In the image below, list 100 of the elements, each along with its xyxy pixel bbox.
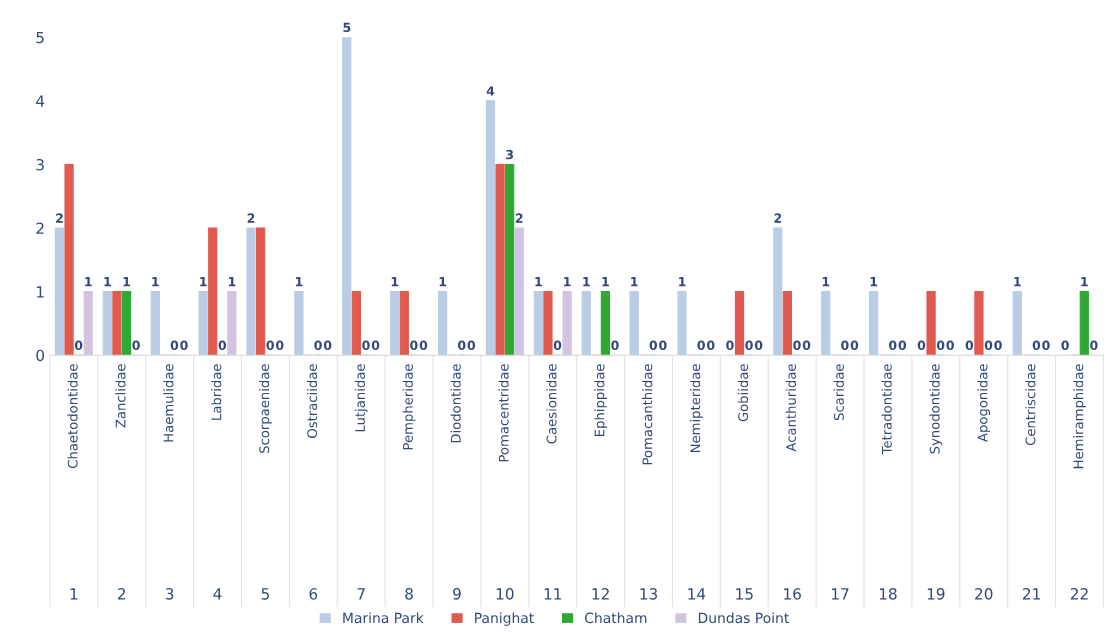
data-label: 2 (515, 213, 523, 223)
data-label: 1 (439, 277, 447, 287)
data-label: 0 (936, 340, 945, 350)
x-tick-label: Pempheridae (402, 364, 416, 450)
data-label: 0 (371, 340, 380, 350)
data-label: 0 (1042, 340, 1050, 350)
data-label: 0 (994, 340, 1002, 350)
data-label: 0 (802, 340, 811, 350)
x-tick-label: Zanclidae (115, 364, 126, 428)
text: 8 (405, 588, 413, 600)
data-label: 0 (611, 340, 619, 350)
data-label: 0 (659, 340, 667, 350)
data-label: 0 (965, 340, 974, 350)
data-label: 1 (870, 277, 878, 287)
data-label: 0 (553, 340, 562, 350)
data-label: 1 (535, 277, 542, 287)
data-label: 0 (754, 340, 763, 350)
text: 3 (165, 588, 174, 600)
x-tick-label: Apogonidae (977, 364, 991, 442)
legend-label: Dundas Point (698, 612, 789, 624)
text: 20 (975, 588, 993, 600)
data-label: 0 (323, 340, 332, 350)
data-label: 0 (419, 340, 428, 350)
data-label: 0 (850, 340, 859, 350)
x-tick-label: Ephippidae (594, 364, 608, 436)
text: 22 (1070, 588, 1088, 600)
text: 2 (118, 588, 126, 600)
text: 21 (1023, 588, 1040, 600)
text: 19 (927, 588, 945, 600)
x-tick-label: Tetradontidae (881, 364, 892, 455)
data-label: 3 (506, 149, 513, 160)
data-label: 2 (247, 213, 255, 223)
data-label: 0 (1061, 340, 1069, 350)
text: 7 (357, 588, 365, 600)
data-label: 1 (631, 277, 638, 287)
data-label: 0 (180, 340, 188, 350)
data-label: 0 (1032, 340, 1041, 350)
data-label: 0 (132, 340, 140, 350)
data-label: 0 (458, 340, 466, 350)
data-label: 1 (228, 277, 236, 287)
data-label: 0 (745, 340, 753, 350)
data-label: 0 (984, 340, 993, 350)
data-label: 0 (946, 340, 954, 350)
data-label: 4 (486, 86, 495, 96)
data-label: 1 (104, 277, 111, 287)
data-label: 2 (774, 213, 782, 223)
x-tick-label: Centriscidae (1025, 364, 1036, 446)
data-label: 0 (917, 340, 926, 350)
data-label: 1 (391, 277, 399, 287)
data-label: 0 (793, 340, 801, 350)
data-label: 2 (56, 213, 63, 223)
x-tick-label: Synodontidae (929, 364, 943, 454)
x-tick-label: Gobiidae (737, 364, 749, 422)
text: 16 (784, 588, 801, 600)
data-label: 1 (152, 277, 159, 287)
data-label: 1 (583, 277, 590, 287)
data-label: 0 (467, 340, 476, 350)
data-label: 1 (200, 277, 207, 287)
text: 18 (879, 588, 897, 600)
x-tick-label: Caesionidae (546, 364, 557, 444)
data-label: 0 (649, 340, 658, 350)
data-label: 0 (841, 340, 849, 350)
data-label: 0 (218, 340, 227, 350)
text: 12 (592, 588, 609, 600)
data-label: 1 (679, 277, 686, 287)
data-label: 0 (266, 340, 274, 350)
data-label: 0 (1090, 340, 1098, 350)
data-label: 0 (888, 340, 897, 350)
data-label: 0 (276, 340, 284, 350)
x-tick-label: Lutjanidae (354, 364, 368, 432)
text: 4 (213, 588, 222, 600)
x-tick-label: Scorpaenidae (259, 364, 272, 453)
legend-label: Panighat (475, 612, 534, 626)
data-label: 1 (1081, 277, 1088, 287)
data-label: 1 (822, 277, 830, 287)
text: 5 (261, 588, 269, 600)
data-label: 0 (726, 340, 734, 350)
y-tick-label: 0 (36, 349, 45, 362)
x-tick-label: Hemiramphidae (1073, 364, 1086, 469)
y-tick-label: 4 (36, 95, 45, 107)
y-tick-label: 1 (37, 286, 44, 298)
text: 13 (640, 588, 658, 600)
x-tick-label: Nemipteridae (690, 364, 703, 453)
data-label: 1 (602, 277, 609, 287)
legend-label: Marina Park (343, 612, 424, 624)
x-tick-label: Diodontidae (450, 364, 461, 443)
text: 9 (453, 588, 461, 600)
data-label: 0 (314, 340, 322, 350)
data-label: 1 (123, 277, 131, 287)
data-label: 0 (707, 340, 715, 350)
y-tick-label: 2 (36, 222, 44, 234)
text: 10 (496, 588, 514, 600)
x-tick-label: Chaetodontidae (67, 364, 78, 469)
data-label: 0 (898, 340, 907, 350)
text: 14 (688, 588, 706, 600)
x-tick-label: Labridae (211, 364, 222, 420)
data-label: 1 (564, 277, 571, 287)
text: 6 (309, 588, 318, 600)
x-tick-label: Pomacanthidae (642, 364, 653, 465)
text: 15 (736, 588, 753, 600)
